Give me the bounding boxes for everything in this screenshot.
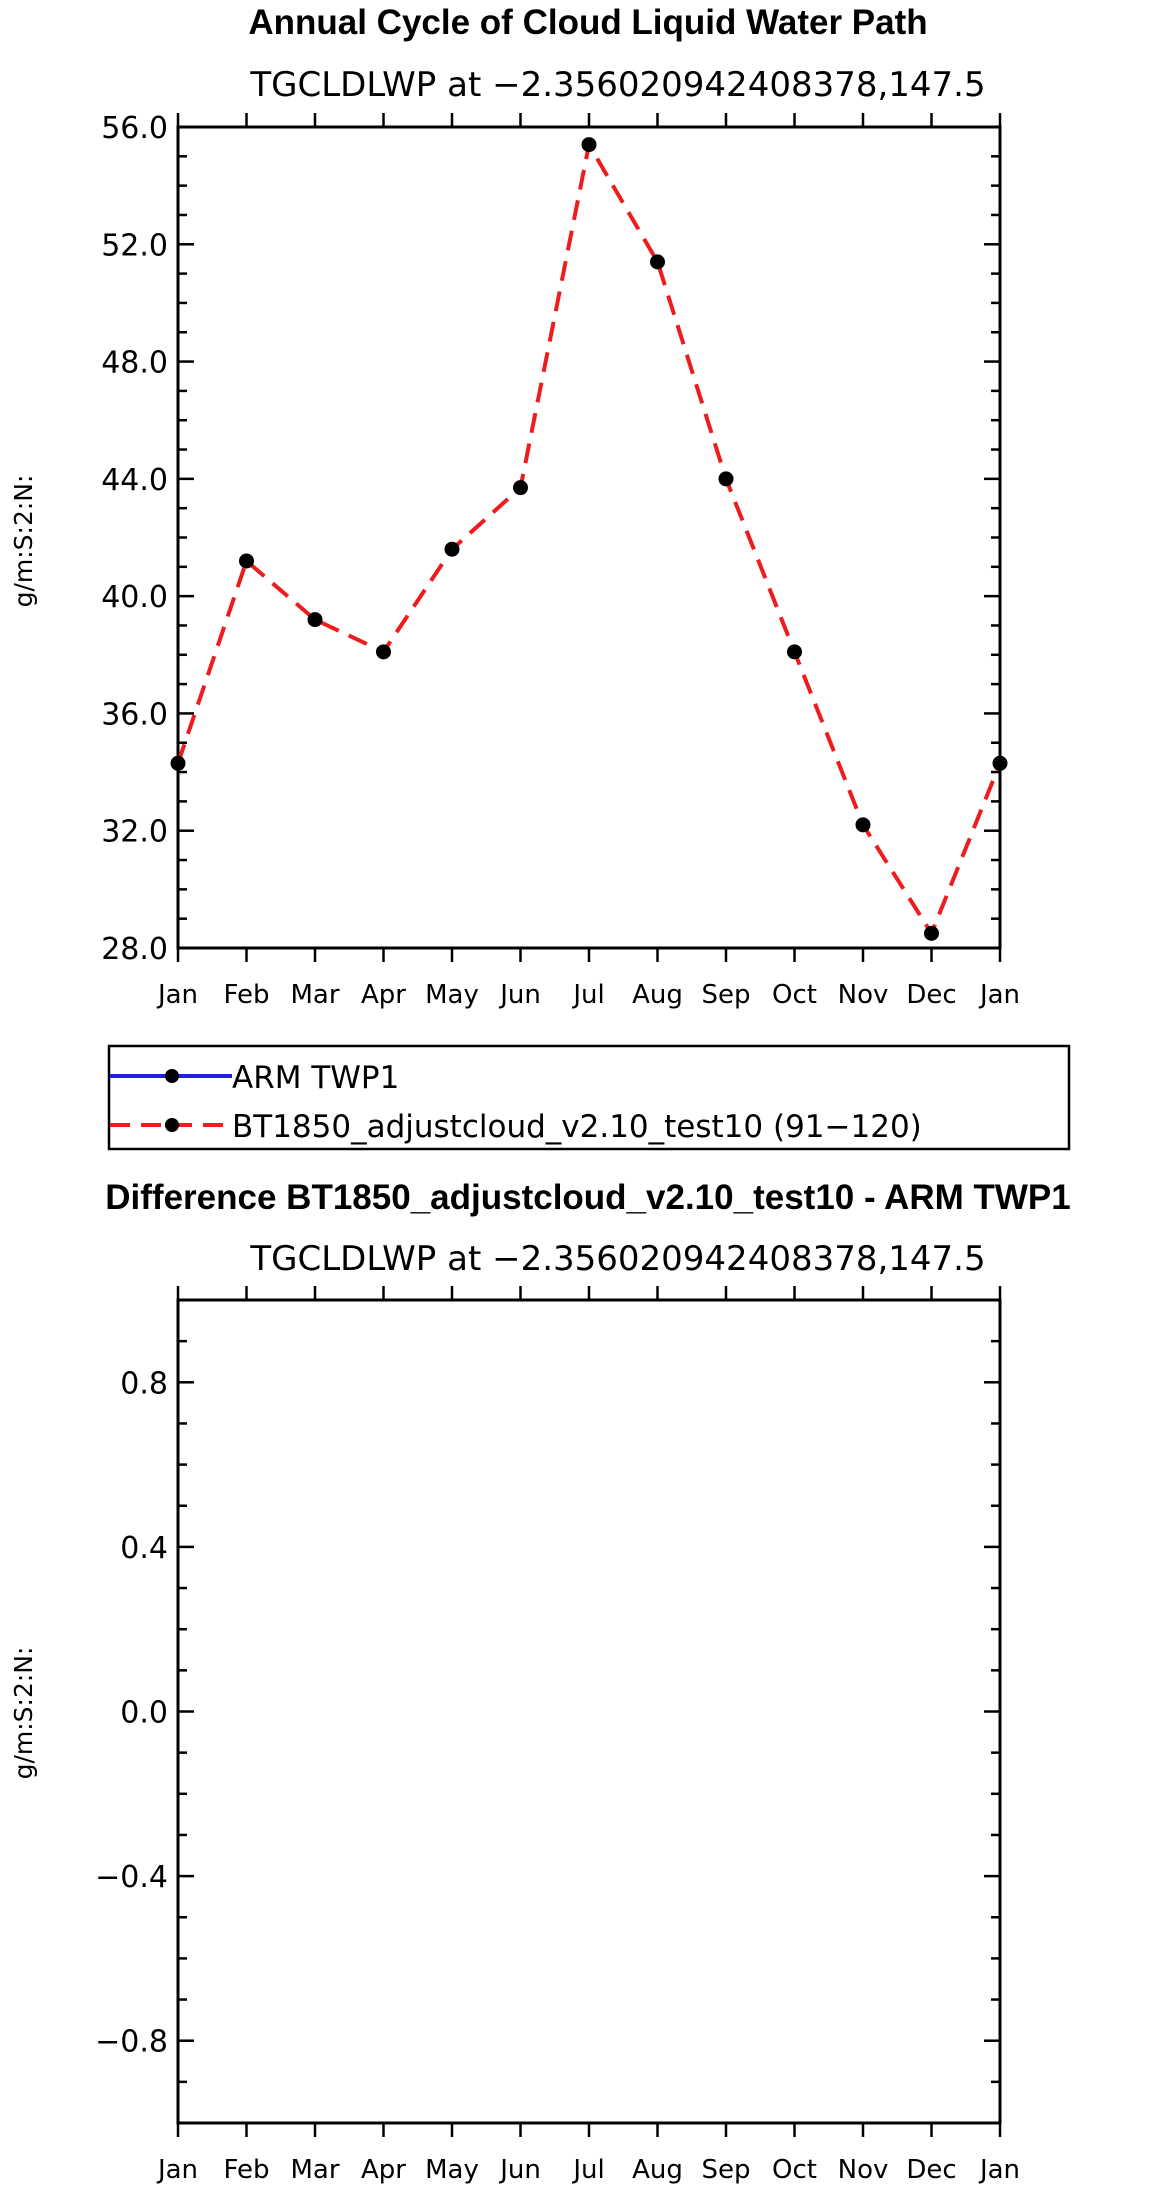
difference-panel: Difference BT1850_adjustcloud_v2.10_test… xyxy=(9,1178,1071,2185)
x-tick-label: Jan xyxy=(156,980,198,1010)
data-point xyxy=(513,480,528,496)
x-tick-label: Dec xyxy=(906,2155,956,2185)
x-tick-label: Mar xyxy=(290,2155,339,2185)
legend-label-model: BT1850_adjustcloud_v2.10_test10 (91−120) xyxy=(232,1109,922,1145)
x-tick-label: Oct xyxy=(772,980,817,1010)
y-tick-label: 36.0 xyxy=(101,697,168,732)
annual-cycle-panel: Annual Cycle of Cloud Liquid Water Path … xyxy=(9,3,1020,1010)
y-tick-label: 0.0 xyxy=(120,1696,168,1731)
x-tick-label: Jun xyxy=(498,2155,541,2185)
x-tick-label: Sep xyxy=(701,2155,750,2185)
y-tick-label: 0.4 xyxy=(120,1531,168,1566)
data-point xyxy=(376,644,391,660)
x-tick-label: Nov xyxy=(838,2155,889,2185)
x-tick-label: Jun xyxy=(498,980,541,1010)
y-tick-label: 44.0 xyxy=(101,463,168,498)
x-tick-label: Jan xyxy=(978,2155,1020,2185)
x-tick-label: Jan xyxy=(978,980,1020,1010)
data-point xyxy=(239,553,254,569)
x-tick-label: Jul xyxy=(571,2155,604,2185)
x-tick-label: Apr xyxy=(361,2155,406,2185)
y-tick-label: 56.0 xyxy=(101,111,168,146)
y-tick-label: 0.8 xyxy=(120,1366,168,1401)
x-tick-label: Feb xyxy=(223,980,269,1010)
y-tick-label: 40.0 xyxy=(101,580,168,615)
y-tick-label: −0.4 xyxy=(95,1860,168,1895)
x-tick-label: Apr xyxy=(361,980,406,1010)
data-point xyxy=(307,612,323,628)
legend-marker-model xyxy=(165,1118,179,1132)
y-tick-label: 48.0 xyxy=(101,346,168,381)
legend: ARM TWP1 BT1850_adjustcloud_v2.10_test10… xyxy=(107,1044,1071,1151)
data-point xyxy=(650,254,665,270)
chart-title: Annual Cycle of Cloud Liquid Water Path xyxy=(248,3,927,42)
plot-frame xyxy=(176,1298,1002,2125)
y-axis-label: g/m:S:2:N: xyxy=(9,475,38,608)
chart-subtitle: TGCLDLWP at −2.356020942408378,147.5 xyxy=(249,1239,985,1279)
chart-subtitle: TGCLDLWP at −2.356020942408378,147.5 xyxy=(249,65,985,105)
x-tick-label: Oct xyxy=(772,2155,817,2185)
y-tick-label: 32.0 xyxy=(101,815,168,850)
chart-title: Difference BT1850_adjustcloud_v2.10_test… xyxy=(105,1178,1070,1217)
data-point xyxy=(718,471,734,487)
y-tick-label: 52.0 xyxy=(101,228,168,263)
x-tick-label: Sep xyxy=(701,980,750,1010)
series-line-1 xyxy=(176,139,1002,938)
x-tick-label: May xyxy=(425,2155,479,2185)
x-tick-label: Feb xyxy=(223,2155,269,2185)
x-tick-label: Aug xyxy=(632,980,683,1010)
data-point xyxy=(170,755,186,771)
data-point xyxy=(924,925,939,941)
data-point xyxy=(787,644,802,660)
y-axis-label: g/m:S:2:N: xyxy=(9,1647,38,1780)
x-tick-label: Jul xyxy=(571,980,604,1010)
data-point xyxy=(444,541,460,557)
plot-frame xyxy=(176,125,1002,950)
legend-box xyxy=(107,1044,1071,1151)
x-tick-label: Mar xyxy=(290,980,339,1010)
legend-marker-arm xyxy=(165,1069,179,1083)
x-tick-label: Nov xyxy=(838,980,889,1010)
data-point xyxy=(581,137,597,153)
y-tick-label: −0.8 xyxy=(95,2025,168,2060)
x-tick-label: Jan xyxy=(156,2155,198,2185)
data-point xyxy=(855,817,871,833)
x-tick-label: May xyxy=(425,980,479,1010)
y-tick-label: 28.0 xyxy=(101,932,168,967)
x-tick-label: Dec xyxy=(906,980,956,1010)
legend-label-arm: ARM TWP1 xyxy=(232,1060,399,1096)
data-point xyxy=(992,755,1008,771)
x-tick-label: Aug xyxy=(632,2155,683,2185)
